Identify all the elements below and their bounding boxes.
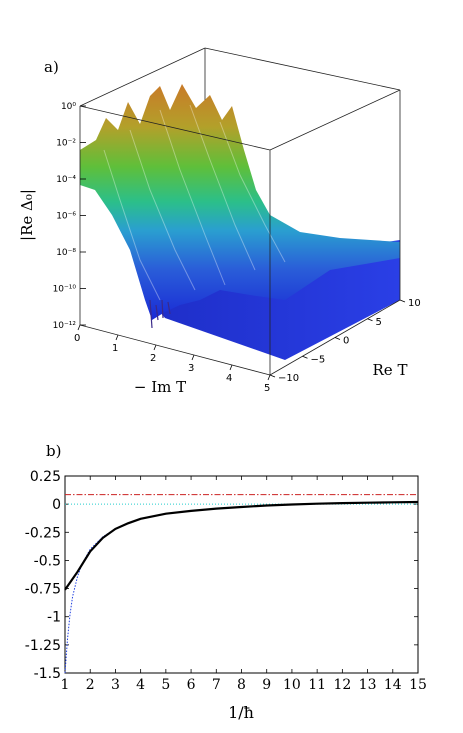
z-tick-label: 10⁻⁴: [56, 175, 76, 185]
z-tick-label: 10⁻¹²: [53, 321, 77, 331]
y-tick-mark: [269, 374, 276, 378]
y-tick-label-b: -0.5: [34, 553, 61, 569]
z-tick-label: 10⁻¹⁰: [53, 285, 77, 295]
surface-plot-panel: a): [18, 47, 421, 396]
series-line-solid-black-thick: [64, 500, 419, 591]
y-tick-label: −10: [278, 373, 299, 384]
y-axis-ticks-b: 0.25 0 -0.25 -0.5 -0.75 -1 -1.25 -1.5: [25, 469, 418, 682]
x-tick-label-b: 15: [409, 677, 427, 693]
y-axis-label: Re T: [373, 361, 408, 379]
z-tick-label: 10⁰: [61, 102, 76, 112]
x-tick-label-b: 6: [187, 677, 196, 693]
y-tick-mark: [367, 318, 373, 322]
y-tick-label-b: -1.5: [34, 666, 61, 682]
x-tick-label-b: 13: [359, 677, 377, 693]
series-group: [64, 494, 419, 674]
z-tick-label: 10⁻²: [56, 139, 76, 149]
y-tick-label: 0: [343, 336, 349, 347]
y-tick-label: 10: [408, 298, 421, 309]
x-tick-label: 1: [112, 343, 118, 354]
x-tick-label: 0: [74, 333, 80, 344]
x-tick-label-b: 2: [86, 677, 95, 693]
y-tick-label-b: 0.25: [30, 469, 61, 485]
z-axis-ticks: 10⁰ 10⁻² 10⁻⁴ 10⁻⁶ 10⁻⁸ 10⁻¹⁰ 10⁻¹²: [53, 102, 86, 331]
z-axis-label: |Re Δ₀|: [18, 189, 36, 241]
z-tick-label: 10⁻⁶: [56, 212, 76, 222]
x-tick-mark: [115, 334, 119, 341]
panel-a-label: a): [44, 58, 59, 76]
x-axis-label-b: 1/ħ: [228, 703, 254, 722]
x-tick-label-b: 5: [161, 677, 170, 693]
x-tick-label: 4: [226, 373, 232, 384]
x-tick-label: 3: [188, 363, 194, 374]
y-tick-label: 5: [376, 317, 382, 328]
y-tick-label-b: -1: [47, 610, 61, 626]
y-tick-label-b: -1.25: [25, 638, 61, 654]
x-tick-mark: [229, 364, 233, 371]
x-tick-mark: [191, 354, 195, 361]
x-axis-ticks: 0 1 2 3 4 5: [74, 324, 271, 394]
plot-frame: [64, 475, 419, 674]
x-tick-label-b: 14: [384, 677, 402, 693]
y-tick-label: −5: [311, 354, 326, 365]
x-axis-ticks-b: 1 2 3 4 5 6 7 8 9 10 11 12 13 14 15: [61, 476, 427, 693]
y-tick-label-b: -0.75: [25, 582, 61, 598]
x-tick-label: 5: [264, 383, 270, 394]
x-tick-label-b: 12: [333, 677, 351, 693]
x-tick-label: 2: [150, 353, 156, 364]
surface-mesh: [80, 84, 400, 360]
x-tick-label-b: 1: [61, 677, 70, 693]
series-line-dotted-blue: [64, 501, 419, 674]
y-axis-ticks: 10 5 0 −5 −10: [269, 298, 421, 384]
y-tick-label-b: 0: [52, 497, 61, 513]
y-tick-mark: [302, 355, 308, 359]
x-tick-label-b: 11: [308, 677, 326, 693]
y-tick-mark: [334, 337, 341, 340]
x-tick-mark: [77, 324, 81, 331]
z-tick-label: 10⁻⁸: [56, 248, 76, 258]
x-tick-label-b: 9: [262, 677, 271, 693]
y-tick-mark: [399, 299, 406, 303]
x-tick-label-b: 7: [212, 677, 221, 693]
panel-b-label: b): [46, 442, 61, 460]
y-tick-label-b: -0.25: [25, 525, 61, 541]
x-tick-mark: [153, 344, 157, 351]
x-tick-label-b: 3: [111, 677, 120, 693]
x-tick-label-b: 10: [283, 677, 301, 693]
x-axis-label: − Im T: [134, 378, 186, 396]
x-tick-mark: [267, 374, 271, 381]
x-tick-label-b: 8: [237, 677, 246, 693]
x-tick-label-b: 4: [136, 677, 145, 693]
